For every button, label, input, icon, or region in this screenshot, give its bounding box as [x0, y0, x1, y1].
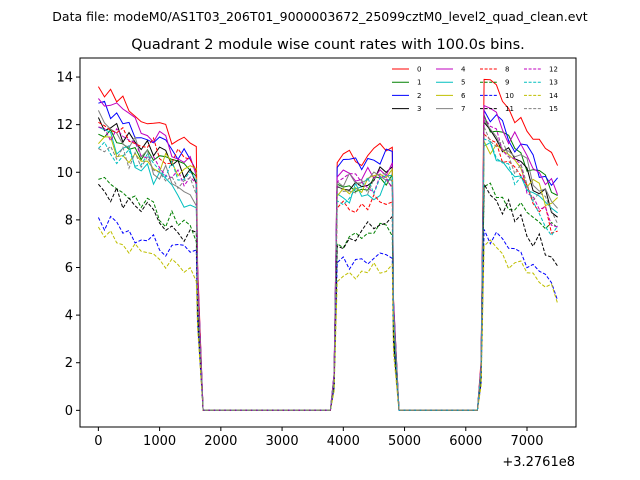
y-tick-label: 4 — [65, 309, 73, 324]
x-tick-label: 7000 — [510, 434, 543, 449]
legend-label-11: 11 — [505, 105, 514, 113]
series-line-11 — [98, 182, 559, 411]
legend-label-15: 15 — [549, 105, 558, 113]
series-line-13 — [98, 138, 559, 411]
x-tick-label: 6000 — [449, 434, 482, 449]
y-tick-label: 8 — [65, 213, 73, 228]
y-tick-label: 0 — [65, 404, 73, 419]
series-line-1 — [98, 114, 558, 411]
series-line-2 — [98, 100, 558, 411]
y-tick-label: 14 — [56, 71, 73, 86]
series-line-4 — [98, 98, 559, 411]
x-tick-label: 5000 — [388, 434, 421, 449]
legend-label-4: 4 — [461, 66, 466, 74]
series-line-6 — [98, 136, 558, 411]
legend-label-14: 14 — [549, 92, 558, 100]
series-line-9 — [98, 176, 558, 411]
legend-label-8: 8 — [505, 66, 509, 74]
legend-label-6: 6 — [461, 92, 466, 100]
legend-label-10: 10 — [505, 92, 514, 100]
series-line-3 — [97, 117, 558, 411]
x-axis: 0 1000 2000 3000 4000 5000 6000 7000 — [94, 427, 544, 449]
chart-title: Quadrant 2 module wise count rates with … — [131, 37, 525, 53]
x-tick-label: 2000 — [204, 434, 237, 449]
x-offset-label: +3.2761e8 — [502, 455, 575, 470]
legend-label-7: 7 — [461, 105, 465, 113]
series-line-8 — [98, 121, 558, 411]
x-tick-label: 0 — [94, 434, 102, 449]
series-line-14 — [97, 226, 559, 411]
legend-label-0: 0 — [417, 66, 421, 74]
legend-label-3: 3 — [417, 105, 421, 113]
y-tick-label: 6 — [65, 261, 73, 276]
y-axis: 0 2 4 6 8 10 12 14 — [56, 71, 80, 419]
y-tick-label: 12 — [56, 118, 73, 133]
legend-label-9: 9 — [505, 79, 509, 87]
x-tick-label: 3000 — [266, 434, 299, 449]
series-line-10 — [97, 215, 559, 411]
legend-label-13: 13 — [549, 79, 558, 87]
y-tick-label: 2 — [65, 356, 73, 371]
legend-label-2: 2 — [417, 92, 421, 100]
legend-label-1: 1 — [417, 79, 421, 87]
plot-frame — [79, 57, 577, 428]
y-tick-label: 10 — [56, 166, 73, 181]
legend-label-5: 5 — [461, 79, 465, 87]
x-tick-label: 1000 — [143, 434, 176, 449]
series-line-15 — [98, 126, 559, 411]
figure-suptitle: Data file: modeM0/AS1T03_206T01_90000036… — [52, 9, 587, 24]
series-layer — [97, 78, 559, 411]
x-tick-label: 4000 — [327, 434, 360, 449]
series-line-12 — [98, 115, 558, 411]
legend-label-12: 12 — [549, 66, 558, 74]
